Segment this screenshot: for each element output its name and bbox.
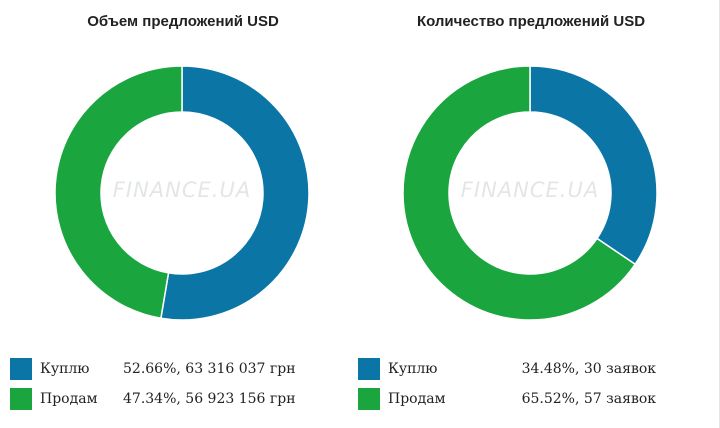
legend-item-buy[interactable]: Куплю 52.66%, 63 316 037 грн bbox=[8, 356, 358, 386]
legend-label: Продам bbox=[388, 391, 446, 407]
donut-slice-sell[interactable] bbox=[54, 65, 183, 320]
watermark: FINANCE.UA bbox=[112, 178, 252, 202]
volume-donut-chart bbox=[54, 65, 310, 321]
legend-swatch-buy bbox=[10, 358, 32, 380]
legend-swatch-sell bbox=[10, 388, 32, 410]
donut-slice-sell[interactable] bbox=[402, 65, 637, 321]
donut-slice-buy[interactable] bbox=[529, 65, 658, 266]
legend-item-sell[interactable]: Продам 47.34%, 56 923 156 грн bbox=[8, 386, 358, 416]
donut-slice-buy[interactable] bbox=[160, 65, 310, 321]
count-chart-panel: Количество предложений USD FINANCE.UA Ку… bbox=[356, 0, 706, 428]
legend-label: Куплю bbox=[388, 361, 438, 377]
count-donut-chart bbox=[402, 65, 658, 321]
chart-title: Объем предложений USD bbox=[87, 13, 279, 30]
legend: Куплю 52.66%, 63 316 037 грн Продам 47.3… bbox=[8, 356, 358, 416]
watermark: FINANCE.UA bbox=[460, 178, 600, 202]
legend-swatch-buy bbox=[358, 358, 380, 380]
legend-value: 52.66%, 63 316 037 грн bbox=[123, 361, 296, 377]
legend: Куплю 34.48%, 30 заявок Продам 65.52%, 5… bbox=[356, 356, 706, 416]
legend-item-buy[interactable]: Куплю 34.48%, 30 заявок bbox=[356, 356, 706, 386]
legend-item-sell[interactable]: Продам 65.52%, 57 заявок bbox=[356, 386, 706, 416]
legend-label: Продам bbox=[40, 391, 98, 407]
chart-title: Количество предложений USD bbox=[416, 13, 646, 30]
legend-value: 47.34%, 56 923 156 грн bbox=[123, 391, 296, 407]
legend-swatch-sell bbox=[358, 388, 380, 410]
legend-value: 34.48%, 30 заявок bbox=[521, 361, 656, 377]
legend-label: Куплю bbox=[40, 361, 90, 377]
legend-value: 65.52%, 57 заявок bbox=[521, 391, 656, 407]
volume-chart-panel: Объем предложений USD FINANCE.UA Куплю 5… bbox=[8, 0, 358, 428]
